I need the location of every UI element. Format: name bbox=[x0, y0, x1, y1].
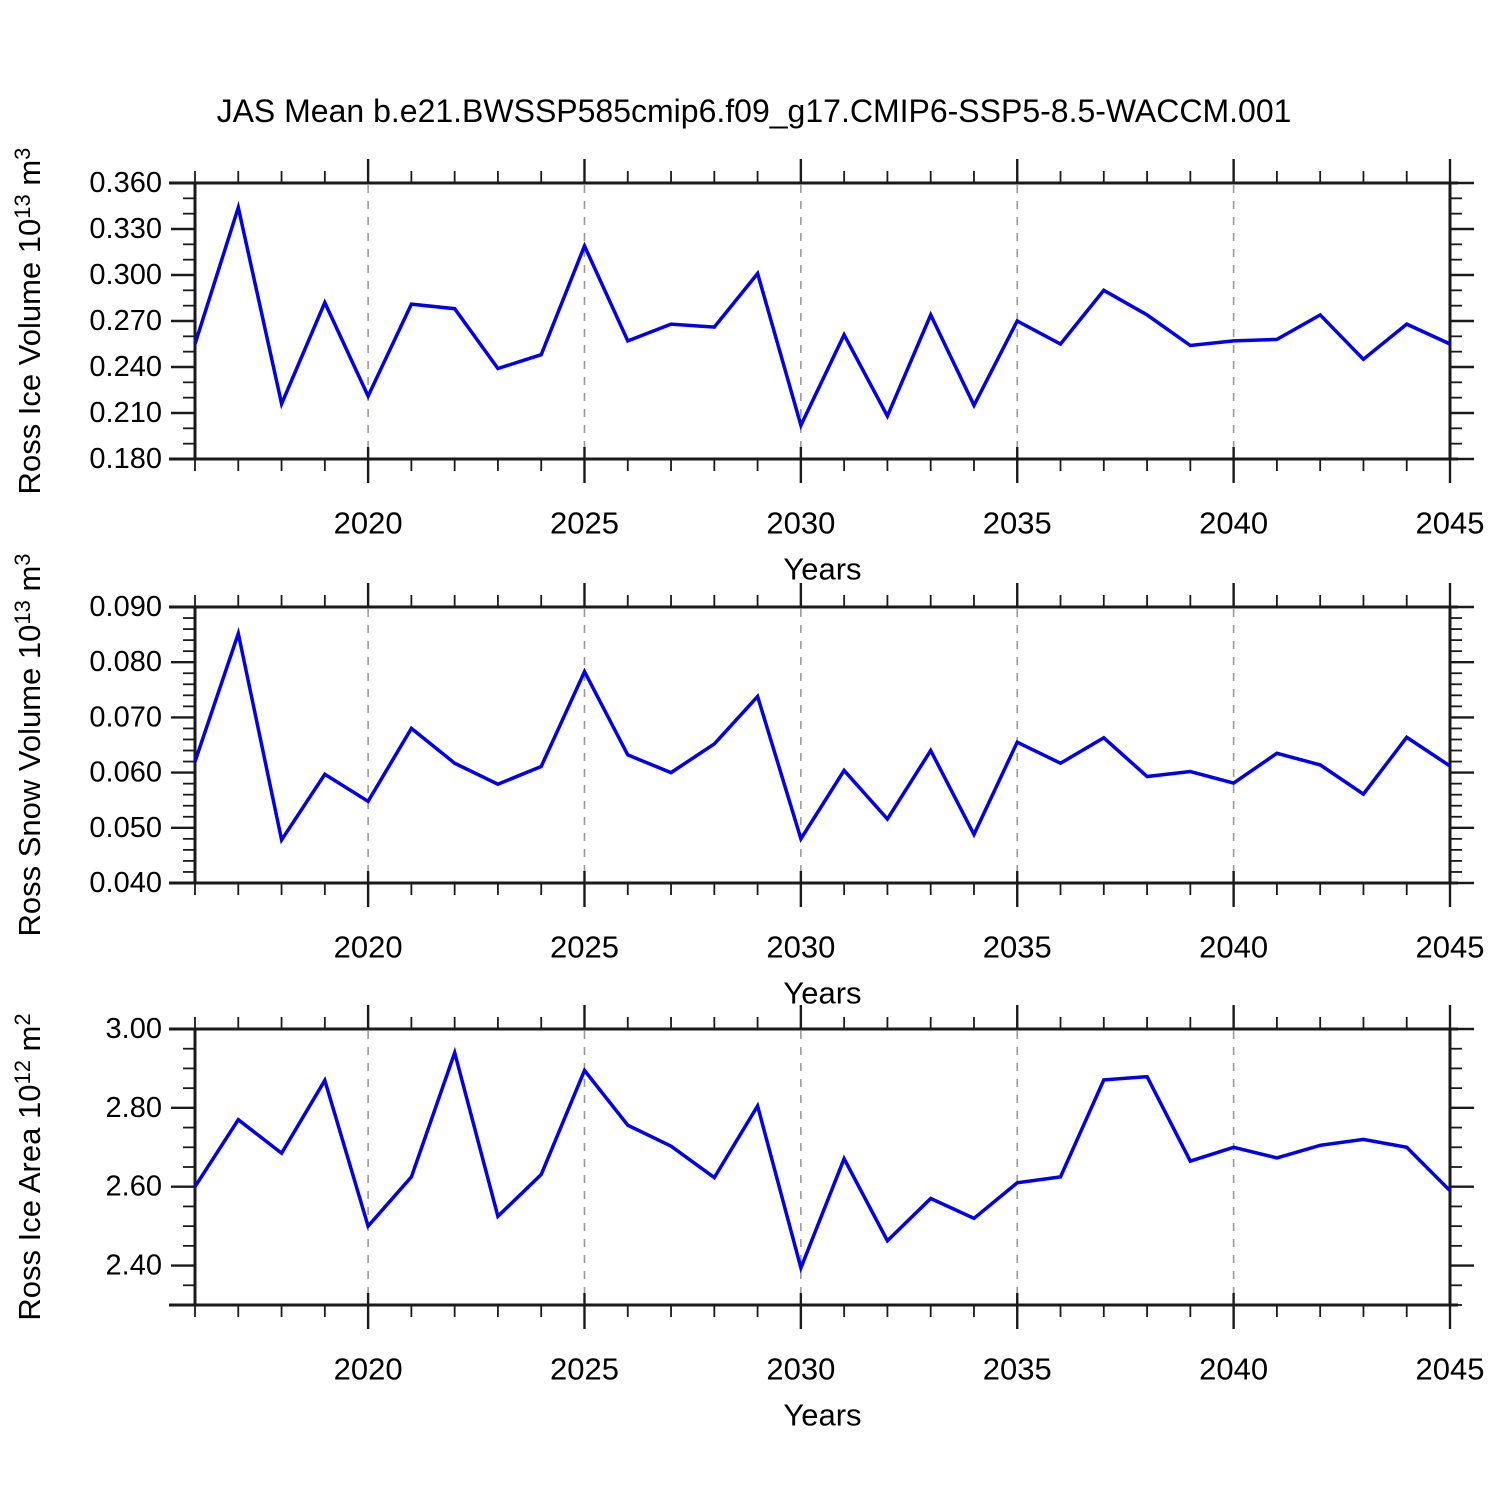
x-tick-label: 2025 bbox=[550, 506, 619, 541]
y-axis-label: Ross Ice Volume 1013 m3 bbox=[10, 148, 47, 495]
x-tick-label: 2035 bbox=[983, 506, 1052, 541]
y-tick-label: 0.180 bbox=[89, 443, 162, 475]
x-tick-label: 2040 bbox=[1199, 930, 1268, 965]
panel-ross-ice-area: 2.40 2.60 2.80 3.00 2020 2025 2030 2035 2040 2045… bbox=[10, 1005, 1484, 1433]
x-tick-label: 2040 bbox=[1199, 506, 1268, 541]
y-tick-label: 0.270 bbox=[89, 305, 162, 337]
x-tick-label: 2030 bbox=[766, 1352, 835, 1387]
y-tick-label: 0.360 bbox=[89, 167, 162, 199]
x-tick-label: 2030 bbox=[766, 506, 835, 541]
x-tick-label: 2035 bbox=[983, 1352, 1052, 1387]
y-tick-label: 0.300 bbox=[89, 259, 162, 291]
x-axis-label: Years bbox=[783, 1398, 861, 1433]
x-tick-label: 2020 bbox=[334, 1352, 403, 1387]
x-axis-label: Years bbox=[783, 552, 861, 587]
y-tick-label: 2.60 bbox=[106, 1171, 162, 1203]
y-tick-label: 0.070 bbox=[89, 701, 162, 733]
series-line-ross-ice-area bbox=[193, 1046, 1452, 1274]
x-tick-label: 2025 bbox=[550, 930, 619, 965]
x-tick-label: 2045 bbox=[1416, 1352, 1485, 1387]
x-tick-label: 2045 bbox=[1416, 506, 1485, 541]
x-tick-label: 2025 bbox=[550, 1352, 619, 1387]
series-line-ross-snow-volume bbox=[193, 626, 1451, 845]
panel-ross-snow-volume: 0.040 0.050 0.060 0.070 0.080 0.090 2020 2025 20… bbox=[10, 553, 1484, 1010]
series-line-ross-ice-volume bbox=[193, 200, 1451, 431]
x-tick-label: 2030 bbox=[766, 930, 835, 965]
x-tick-label: 2035 bbox=[983, 930, 1052, 965]
x-tick-label: 2045 bbox=[1416, 930, 1485, 965]
chart-title: JAS Mean b.e21.BWSSP585cmip6.f09_g17.CMI… bbox=[216, 93, 1292, 129]
y-tick-label: 0.330 bbox=[89, 213, 162, 245]
y-axis-label: Ross Snow Volume 1013 m3 bbox=[10, 553, 47, 936]
y-tick-label: 2.80 bbox=[106, 1092, 162, 1124]
y-tick-label: 0.060 bbox=[89, 757, 162, 789]
panel-ross-ice-volume: 0.180 0.210 0.240 0.270 0.300 0.330 0.360 2020 2… bbox=[10, 148, 1484, 587]
y-tick-label: 0.210 bbox=[89, 397, 162, 429]
x-tick-label: 2040 bbox=[1199, 1352, 1268, 1387]
y-axis-label: Ross Ice Area 1012 m2 bbox=[10, 1013, 47, 1320]
y-tick-label: 0.040 bbox=[89, 867, 162, 899]
y-tick-label: 0.080 bbox=[89, 646, 162, 678]
y-tick-label: 3.00 bbox=[106, 1013, 162, 1045]
y-tick-label: 0.240 bbox=[89, 351, 162, 383]
y-tick-label: 0.050 bbox=[89, 812, 162, 844]
x-tick-label: 2020 bbox=[334, 930, 403, 965]
x-tick-label: 2020 bbox=[334, 506, 403, 541]
x-axis-label: Years bbox=[783, 976, 861, 1011]
y-tick-label: 2.40 bbox=[106, 1250, 162, 1282]
y-tick-label: 0.090 bbox=[89, 591, 162, 623]
